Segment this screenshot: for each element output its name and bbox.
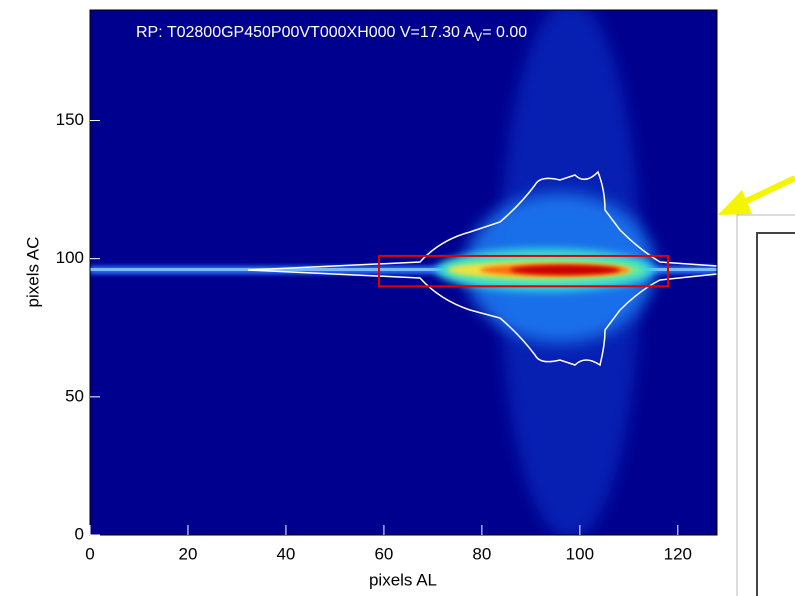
arrow xyxy=(718,175,795,215)
x-tick-label: 120 xyxy=(664,544,692,563)
y-tick-label: 50 xyxy=(65,386,84,405)
y-tick-label: 150 xyxy=(56,110,84,129)
x-tick-label: 0 xyxy=(85,544,94,563)
title-subscript: V xyxy=(474,30,482,44)
heatmap-image xyxy=(90,10,717,535)
highlight-box xyxy=(378,254,670,288)
axes: 0 20 40 60 80 100 120 0 50 100 150 xyxy=(56,9,718,563)
panel-inner xyxy=(756,232,795,596)
y-tick-label: 0 xyxy=(75,524,84,543)
title-suffix: = 0.00 xyxy=(482,24,527,41)
title-main: RP: T02800GP450P00VT000XH000 V=17.30 A xyxy=(136,24,475,41)
arrow-head xyxy=(718,190,752,215)
x-tick-label: 100 xyxy=(566,544,594,563)
x-tick-label: 20 xyxy=(179,544,198,563)
heat-red xyxy=(510,265,620,275)
y-tick-label: 100 xyxy=(56,248,84,267)
x-tick-label: 60 xyxy=(374,544,393,563)
x-tick-label: 40 xyxy=(276,544,295,563)
x-axis-label: pixels AL xyxy=(369,570,437,589)
x-tick-label: 80 xyxy=(472,544,491,563)
plot-frame xyxy=(89,9,718,536)
chart-title: RP: T02800GP450P00VT000XH000 V=17.30 AV=… xyxy=(136,24,527,44)
arrow-shaft xyxy=(738,175,795,207)
overlay-panel xyxy=(736,214,795,596)
y-axis-label: pixels AC xyxy=(23,237,42,308)
contour xyxy=(247,170,717,367)
heat-beam-core xyxy=(90,268,717,271)
